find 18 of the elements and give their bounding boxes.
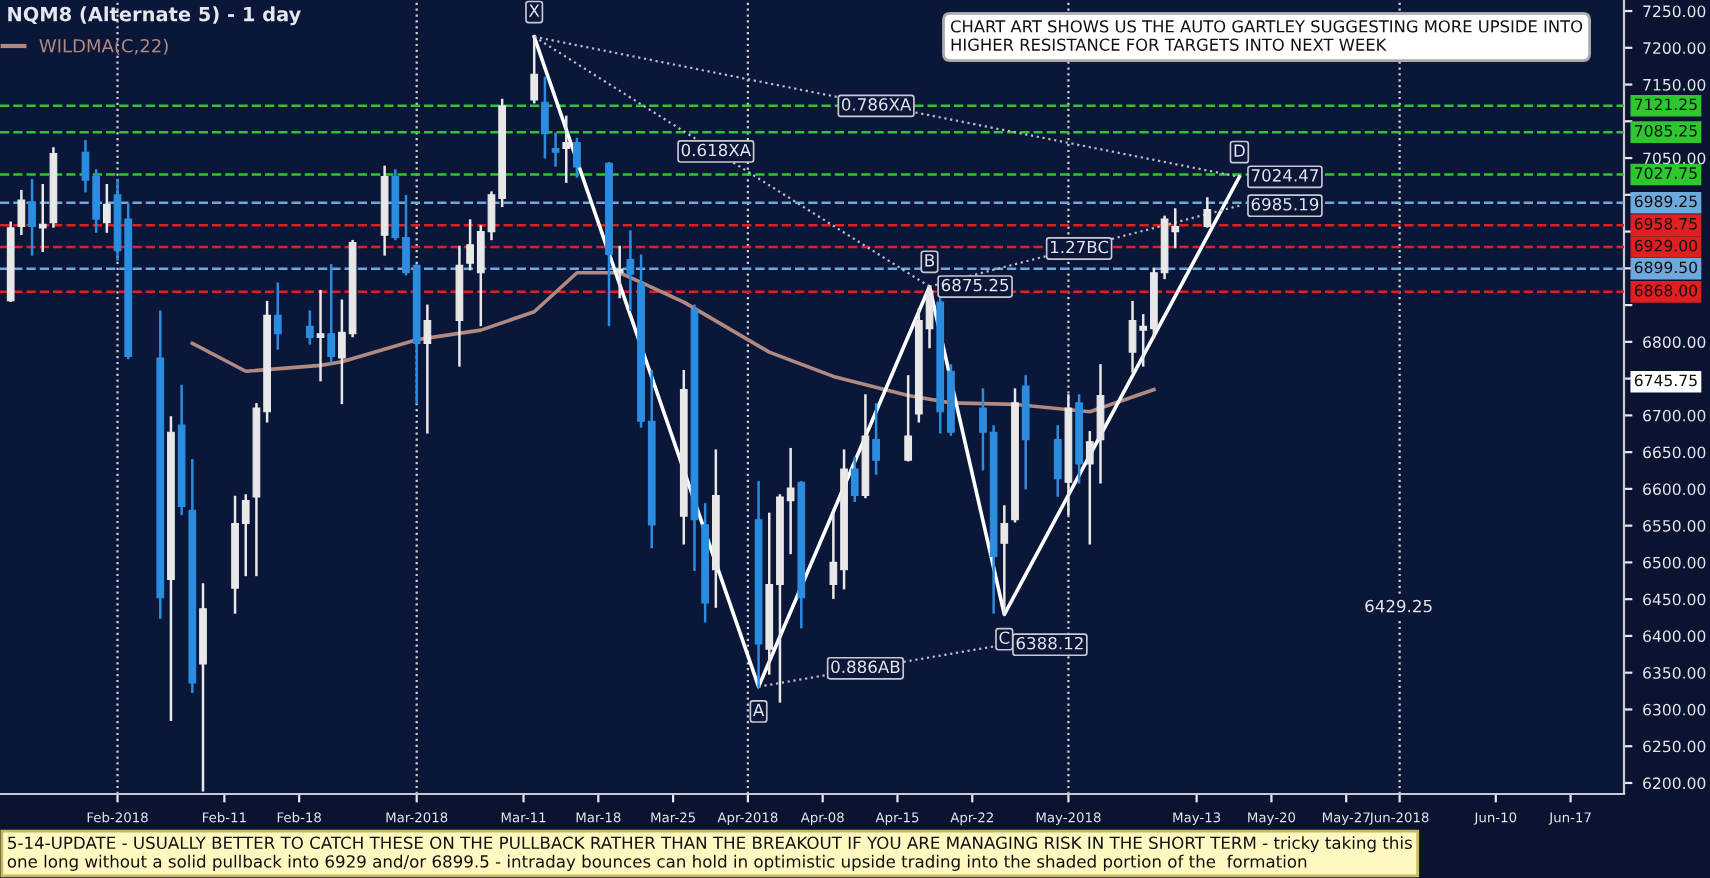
text: 5-14-UPDATE - USUALLY BETTER TO CATCH THESE ON THE PULLBACK RATHER THAN THE BREAKOUT IF YOU ARE MANAGING RISK IN THE SHORT TERM - tricky taking this one long without a solid pullback into 6929 and/or 6899.5 - intraday bounces can hold in optimistic upside trading into the shaded portion of the formation xyxy=(7,836,1412,871)
annotation: 6875.25 xyxy=(941,278,1009,292)
annotation: 6985.19 xyxy=(1251,197,1319,211)
annotation: 0.886AB xyxy=(831,660,900,674)
annotation: 0.618XA xyxy=(681,143,751,157)
chart-title: NQM8 (Alternate 5) - 1 day xyxy=(8,6,301,26)
annotation: 6388.12 xyxy=(1016,636,1083,650)
annotation: CHART ART SHOWS US THE AUTO GARTLEY SUGGESTING MORE UPSIDE INTO HIGHER RESISTANCE FOR TARGETS INTO NEXT WEEK xyxy=(950,20,1583,51)
annotation: B xyxy=(925,254,935,267)
annotation: 0.786XA xyxy=(841,98,912,111)
annotation: D xyxy=(1234,144,1245,157)
annotation: A xyxy=(753,703,765,716)
annotation: 7024.47 xyxy=(1251,169,1318,182)
annotation: C xyxy=(999,631,1010,644)
text: WILDMA(C,22) xyxy=(39,38,168,55)
annotation: X xyxy=(529,4,540,17)
annotation: 1.27BC xyxy=(1050,240,1109,254)
annotation: 6429.25 xyxy=(1365,599,1432,613)
